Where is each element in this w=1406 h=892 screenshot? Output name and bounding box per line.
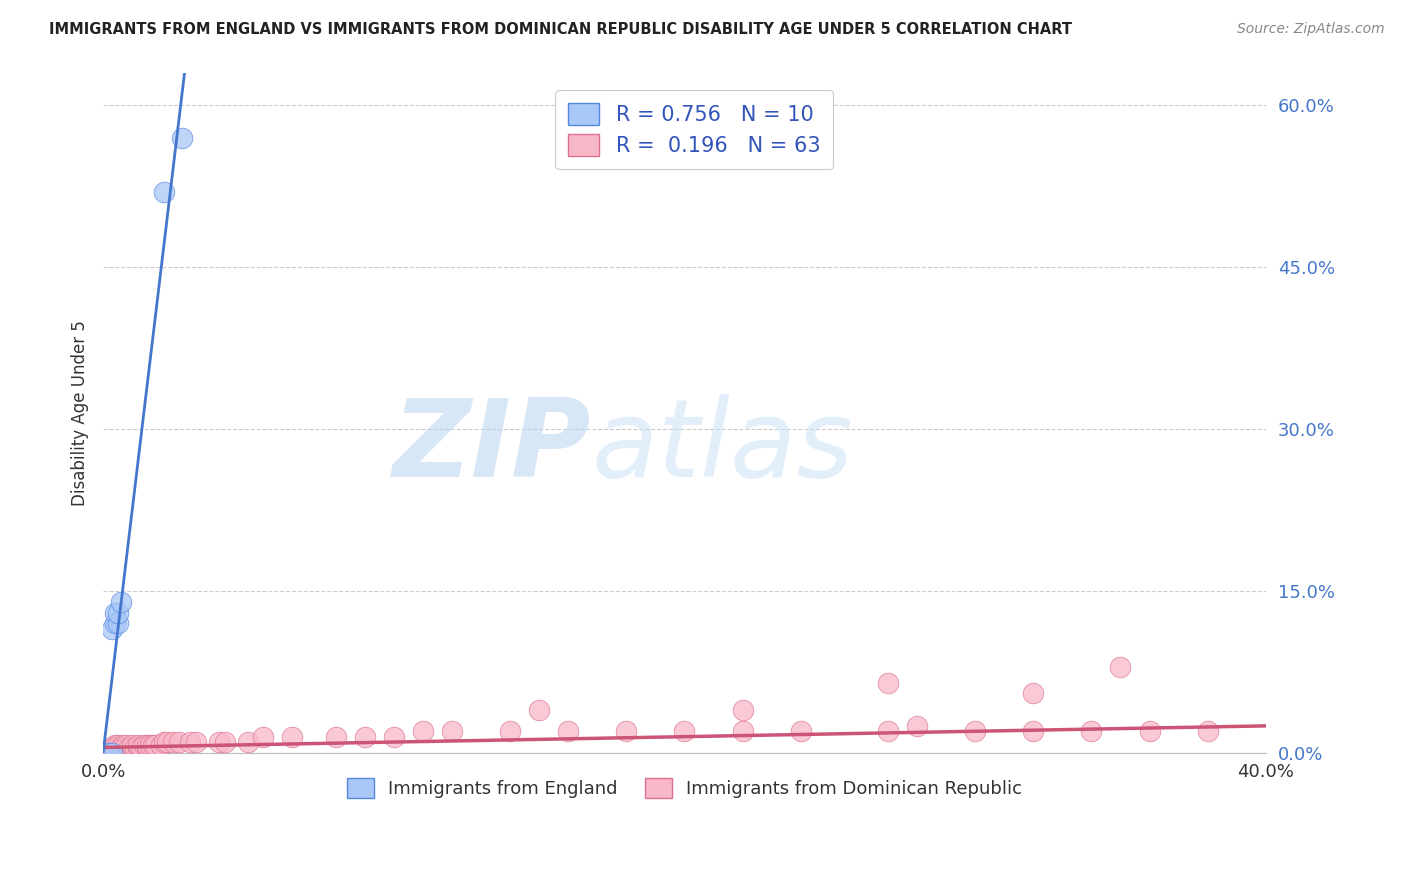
Point (124, 740, 146, 755)
Point (1109, 659, 1132, 673)
Point (132, 739, 155, 753)
Point (1022, 724, 1045, 739)
Point (1022, 686, 1045, 700)
Point (440, 724, 463, 739)
Point (252, 730, 274, 744)
Point (107, 606, 129, 620)
Point (1197, 724, 1219, 739)
Point (790, 724, 813, 739)
Point (238, 735, 260, 749)
Point (1139, 724, 1161, 739)
Point (104, 739, 127, 753)
Point (107, 740, 129, 755)
Point (115, 739, 138, 753)
Point (156, 735, 179, 749)
Point (731, 724, 754, 739)
Point (121, 740, 143, 755)
Point (214, 735, 236, 749)
Point (153, 735, 176, 749)
Point (145, 739, 167, 753)
Point (112, 740, 135, 755)
Point (101, 746, 124, 760)
Point (115, 740, 138, 755)
Point (121, 739, 143, 753)
Point (150, 739, 173, 753)
Text: Source: ZipAtlas.com: Source: ZipAtlas.com (1237, 22, 1385, 37)
Point (557, 724, 579, 739)
Text: atlas: atlas (592, 394, 853, 500)
Point (129, 740, 152, 755)
Point (104, 740, 127, 755)
Point (153, 185, 176, 199)
Text: ZIP: ZIP (394, 394, 592, 500)
Point (1080, 724, 1102, 739)
Point (127, 739, 149, 753)
Point (110, 740, 132, 755)
Point (104, 616, 127, 631)
Point (135, 739, 157, 753)
Point (527, 703, 550, 717)
Point (135, 740, 157, 755)
Point (186, 735, 208, 749)
Point (382, 730, 405, 744)
Point (141, 739, 163, 753)
Point (170, 130, 193, 145)
Y-axis label: Disability Age Under 5: Disability Age Under 5 (72, 320, 89, 506)
Point (127, 740, 149, 755)
Point (965, 724, 987, 739)
Point (107, 739, 129, 753)
Point (138, 739, 160, 753)
Point (97, 746, 120, 760)
Point (101, 746, 124, 760)
Point (353, 730, 375, 744)
Point (97, 746, 120, 760)
Point (325, 730, 347, 744)
Point (107, 616, 129, 631)
Point (499, 724, 522, 739)
Point (101, 622, 124, 636)
Point (104, 746, 127, 760)
Point (167, 735, 190, 749)
Point (110, 746, 132, 760)
Point (112, 739, 135, 753)
Point (118, 740, 141, 755)
Point (905, 719, 928, 733)
Point (673, 724, 696, 739)
Point (107, 746, 129, 760)
Point (179, 735, 201, 749)
Point (162, 735, 184, 749)
Point (208, 735, 231, 749)
Point (281, 730, 304, 744)
Point (110, 595, 132, 609)
Legend: Immigrants from England, Immigrants from Dominican Republic: Immigrants from England, Immigrants from… (339, 771, 1029, 805)
Point (877, 675, 900, 690)
Point (614, 724, 637, 739)
Point (412, 724, 434, 739)
Point (731, 703, 754, 717)
Point (101, 740, 124, 755)
Text: IMMIGRANTS FROM ENGLAND VS IMMIGRANTS FROM DOMINICAN REPUBLIC DISABILITY AGE UND: IMMIGRANTS FROM ENGLAND VS IMMIGRANTS FR… (49, 22, 1073, 37)
Point (877, 724, 900, 739)
Point (104, 606, 127, 620)
